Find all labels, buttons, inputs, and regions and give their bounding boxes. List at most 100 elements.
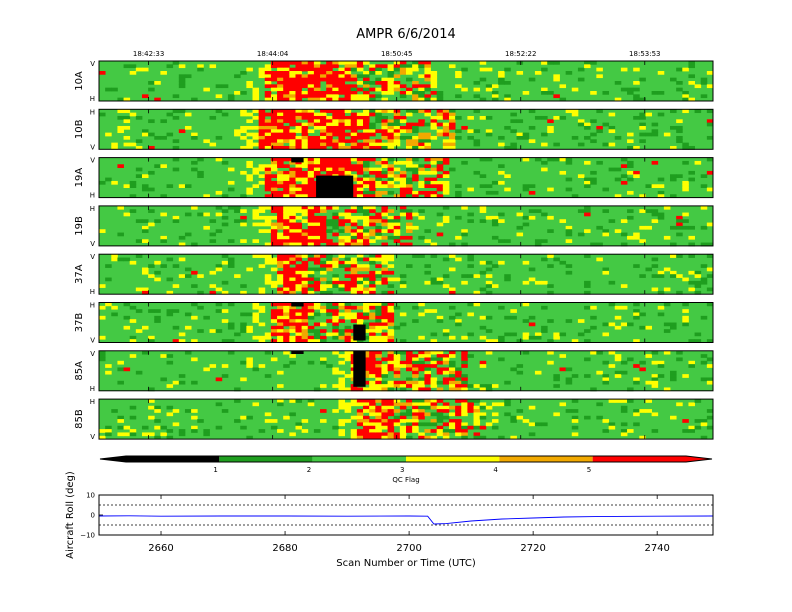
- heatmap-cell: [412, 190, 419, 195]
- heatmap-cell: [135, 145, 143, 150]
- heatmap-cell: [406, 67, 413, 72]
- heatmap-cell: [498, 402, 505, 407]
- heatmap-cell: [356, 290, 364, 295]
- heatmap-cell: [608, 125, 616, 130]
- heatmap-cell: [369, 177, 376, 182]
- heatmap-cell: [246, 84, 253, 89]
- heatmap-cell: [135, 139, 143, 144]
- heatmap-cell: [344, 419, 352, 423]
- heatmap-cell: [209, 64, 217, 69]
- heatmap-cell: [455, 422, 462, 427]
- heatmap-cell: [332, 277, 339, 282]
- heatmap-cell: [117, 415, 124, 420]
- heatmap-cell: [627, 429, 634, 433]
- heatmap-cell: [375, 399, 382, 403]
- heatmap-cell: [350, 209, 358, 213]
- heatmap-cell: [412, 61, 419, 65]
- heatmap-cell: [504, 81, 511, 85]
- heatmap-cell: [381, 384, 388, 388]
- heatmap-cell: [424, 350, 431, 355]
- heatmap-cell: [344, 219, 352, 223]
- heatmap-cell: [510, 415, 517, 420]
- heatmap-cell: [277, 94, 284, 99]
- heatmap-cell: [381, 170, 388, 175]
- top-time-tick-label: 18:50:45: [381, 50, 412, 58]
- heatmap-cell: [307, 254, 315, 258]
- heatmap-cell: [129, 260, 137, 265]
- heatmap-cell: [424, 422, 431, 427]
- heatmap-cell: [387, 77, 395, 82]
- panel-top-label: V: [90, 157, 95, 165]
- heatmap-cell: [706, 119, 714, 124]
- heatmap-cell: [448, 422, 456, 427]
- heatmap-cell: [135, 67, 143, 72]
- heatmap-cell: [270, 61, 278, 65]
- heatmap-cell: [406, 235, 413, 240]
- heatmap-cell: [227, 187, 235, 192]
- heatmap-cell: [577, 77, 585, 82]
- heatmap-cell: [676, 139, 683, 144]
- heatmap-cell: [246, 177, 253, 182]
- heatmap-cell: [706, 222, 714, 227]
- heatmap-cell: [313, 94, 321, 99]
- heatmap-cell: [436, 112, 444, 117]
- heatmap-cell: [375, 387, 382, 392]
- heatmap-cell: [277, 315, 284, 320]
- heatmap-cell: [479, 360, 487, 365]
- heatmap-cell: [326, 290, 333, 295]
- heatmap-cell: [418, 74, 425, 79]
- heatmap-cell: [559, 115, 567, 120]
- heatmap-cell: [387, 332, 395, 337]
- heatmap-cell: [154, 97, 161, 102]
- heatmap-cell: [369, 425, 376, 430]
- heatmap-cell: [559, 332, 567, 337]
- heatmap-cell: [283, 232, 290, 237]
- heatmap-cell: [264, 257, 272, 262]
- heatmap-cell: [406, 190, 413, 195]
- heatmap-cell: [332, 115, 339, 120]
- heatmap-cell: [510, 309, 517, 313]
- heatmap-cell: [547, 319, 554, 323]
- heatmap-cell: [338, 84, 345, 89]
- heatmap-cell: [442, 160, 450, 165]
- heatmap-cell: [430, 339, 438, 343]
- heatmap-cell: [356, 125, 364, 130]
- heatmap-cell: [547, 350, 554, 355]
- heatmap-cell: [270, 187, 278, 192]
- heatmap-cell: [412, 374, 419, 378]
- heatmap-cell: [283, 329, 290, 333]
- heatmap-cell: [264, 64, 272, 69]
- heatmap-cell: [399, 119, 407, 124]
- heatmap-cell: [375, 177, 382, 182]
- heatmap-cell: [375, 315, 382, 320]
- heatmap-cell: [123, 119, 131, 124]
- heatmap-cell: [240, 322, 247, 327]
- heatmap-cell: [277, 91, 284, 95]
- heatmap-cell: [295, 125, 303, 130]
- heatmap-cell: [264, 205, 272, 210]
- heatmap-cell: [553, 157, 560, 162]
- heatmap-cell: [682, 160, 689, 165]
- heatmap-cell: [375, 339, 382, 343]
- heatmap-cell: [123, 425, 131, 430]
- heatmap-cell: [387, 322, 395, 327]
- heatmap-cell: [479, 260, 487, 265]
- heatmap-cell: [363, 370, 370, 375]
- heatmap-cell: [442, 125, 450, 130]
- heatmap-cell: [307, 157, 315, 162]
- heatmap-cell: [270, 94, 278, 99]
- heatmap-cell: [332, 71, 339, 75]
- heatmap-cell: [270, 167, 278, 172]
- heatmap-cell: [424, 109, 431, 114]
- heatmap-cell: [326, 71, 333, 75]
- heatmap-cell: [111, 180, 118, 185]
- heatmap-cell: [504, 399, 511, 403]
- heatmap-cell: [246, 160, 253, 165]
- heatmap-cell: [277, 109, 284, 114]
- heatmap-cell: [418, 387, 425, 392]
- heatmap-cell: [448, 360, 456, 365]
- heatmap-cell: [381, 115, 388, 120]
- heatmap-cell: [160, 264, 167, 268]
- heatmap-cell: [393, 64, 401, 69]
- heatmap-cell: [350, 125, 358, 130]
